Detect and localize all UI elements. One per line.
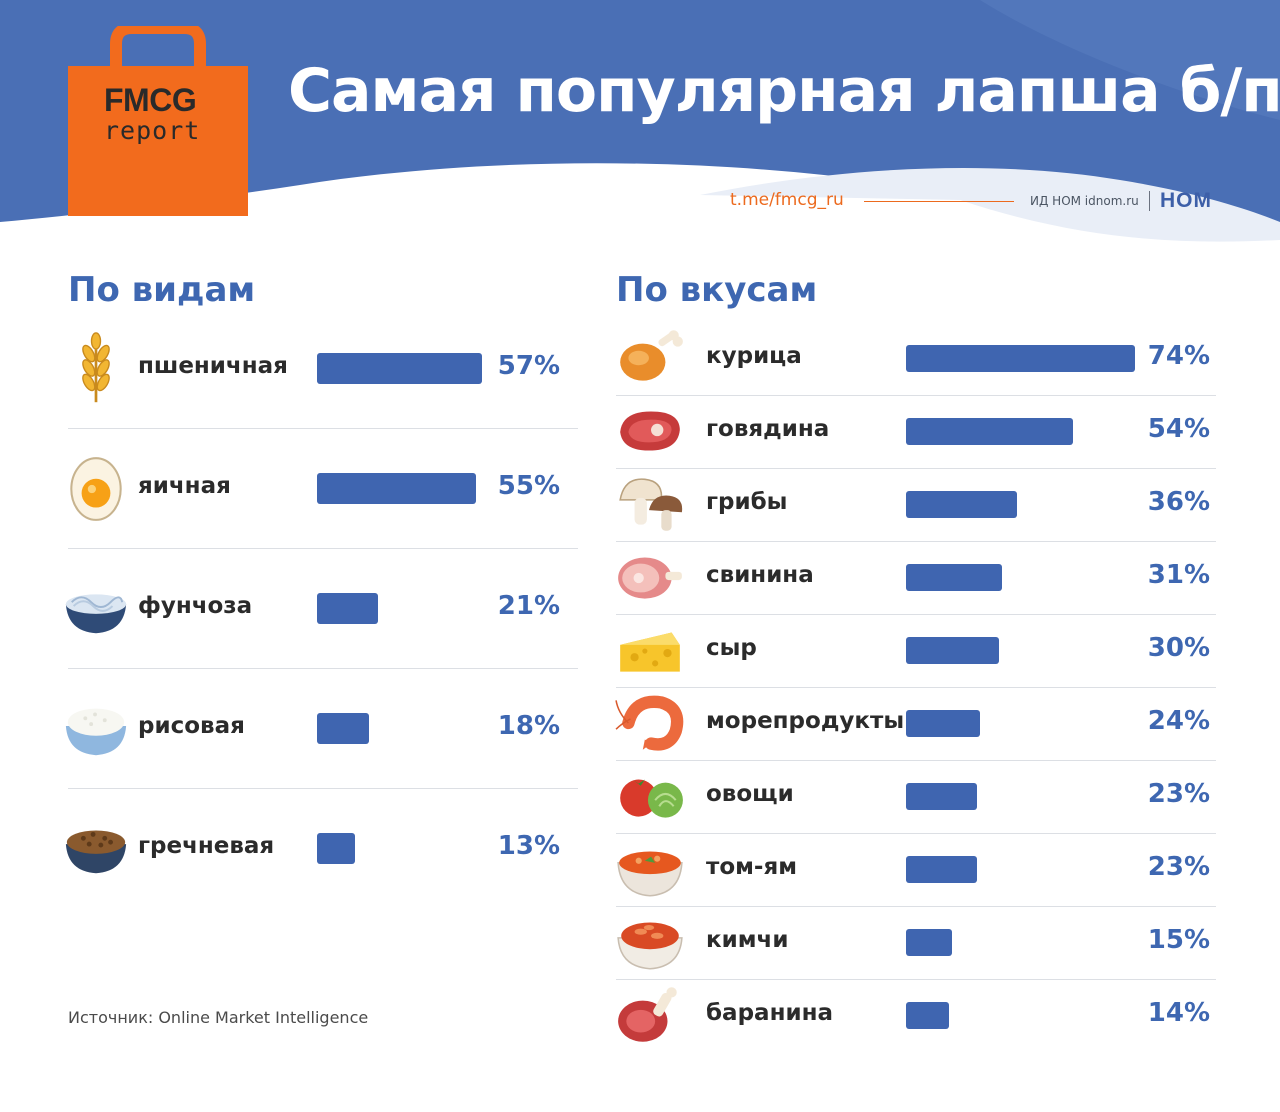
category-label: баранина (706, 1000, 833, 1026)
bar-7 (906, 855, 978, 883)
ham-icon (614, 546, 686, 608)
nom-logo: НОМ (1160, 189, 1212, 212)
value-label: 30% (1147, 633, 1210, 663)
row-divider (616, 905, 1216, 907)
section-title-flavors: По вкусам (616, 270, 818, 310)
egg-icon (62, 452, 130, 524)
buckwheat-bowl-icon (62, 812, 130, 884)
funchoza-bowl-icon (62, 572, 130, 644)
value-label: 23% (1147, 779, 1210, 809)
kimchi-bowl-icon (614, 911, 686, 973)
row-divider (616, 467, 1216, 469)
bar-3 (906, 563, 1002, 591)
rice-bowl-icon (62, 692, 130, 764)
category-label: морепродукты (706, 708, 905, 734)
row-divider (616, 540, 1216, 542)
row-divider (616, 832, 1216, 834)
category-label: яичная (138, 473, 231, 499)
row-divider (616, 978, 1216, 980)
row-divider (68, 428, 578, 429)
category-label: рисовая (138, 713, 245, 739)
bar-6 (906, 782, 978, 810)
category-label: пшеничная (138, 353, 288, 379)
chicken-leg-icon (614, 327, 686, 389)
category-label: грибы (706, 489, 788, 515)
row-divider (616, 394, 1216, 396)
shrimp-icon (614, 692, 686, 754)
page-title: Самая популярная лапша б/п (288, 56, 1280, 126)
bar-4 (317, 832, 355, 864)
bar-1 (317, 472, 477, 504)
bar-3 (317, 712, 370, 744)
value-label: 54% (1147, 414, 1210, 444)
bar-0 (317, 352, 482, 384)
value-label: 23% (1147, 852, 1210, 882)
logo-report-text: report (104, 116, 201, 145)
wheat-icon (62, 332, 130, 404)
bar-2 (906, 490, 1018, 518)
bar-5 (906, 709, 981, 737)
category-label: свинина (706, 562, 814, 588)
logo-fmcg-text: FMCG (104, 82, 197, 118)
bar-8 (906, 928, 953, 956)
mushroom-icon (614, 473, 686, 535)
value-label: 74% (1147, 341, 1210, 371)
bar-9 (906, 1001, 950, 1029)
bar-0 (906, 344, 1135, 372)
value-label: 15% (1147, 925, 1210, 955)
publisher-text: ИД НОМ idnom.ru (1030, 194, 1139, 208)
value-label: 31% (1147, 560, 1210, 590)
category-label: кимчи (706, 927, 789, 953)
tom-yum-bowl-icon (614, 838, 686, 900)
row-divider (68, 548, 578, 549)
row-divider (68, 668, 578, 669)
category-label: том-ям (706, 854, 798, 880)
value-label: 55% (497, 471, 560, 501)
value-label: 36% (1147, 487, 1210, 517)
category-label: овощи (706, 781, 794, 807)
bar-4 (906, 636, 999, 664)
value-label: 13% (497, 831, 560, 861)
telegram-link[interactable]: t.me/fmcg_ru (730, 190, 844, 210)
source-note: Источник: Online Market Intelligence (68, 1008, 369, 1027)
header-divider-line (864, 201, 1014, 202)
category-label: сыр (706, 635, 757, 661)
value-label: 14% (1147, 998, 1210, 1028)
row-divider (616, 686, 1216, 688)
vegetables-icon (614, 765, 686, 827)
value-label: 24% (1147, 706, 1210, 736)
category-label: гречневая (138, 833, 275, 859)
cheese-icon (614, 619, 686, 681)
fmcg-logo-bag-icon (68, 26, 248, 216)
lamb-icon (614, 984, 686, 1046)
beef-steak-icon (614, 400, 686, 462)
header-background (0, 0, 1280, 242)
row-divider (616, 759, 1216, 761)
category-label: фунчоза (138, 593, 253, 619)
value-label: 18% (497, 711, 560, 741)
publisher-separator (1149, 191, 1150, 211)
category-label: курица (706, 343, 802, 369)
bar-1 (906, 417, 1074, 445)
row-divider (616, 613, 1216, 615)
row-divider (68, 788, 578, 789)
bar-2 (317, 592, 378, 624)
section-title-types: По видам (68, 270, 256, 310)
category-label: говядина (706, 416, 830, 442)
value-label: 57% (497, 351, 560, 381)
value-label: 21% (497, 591, 560, 621)
